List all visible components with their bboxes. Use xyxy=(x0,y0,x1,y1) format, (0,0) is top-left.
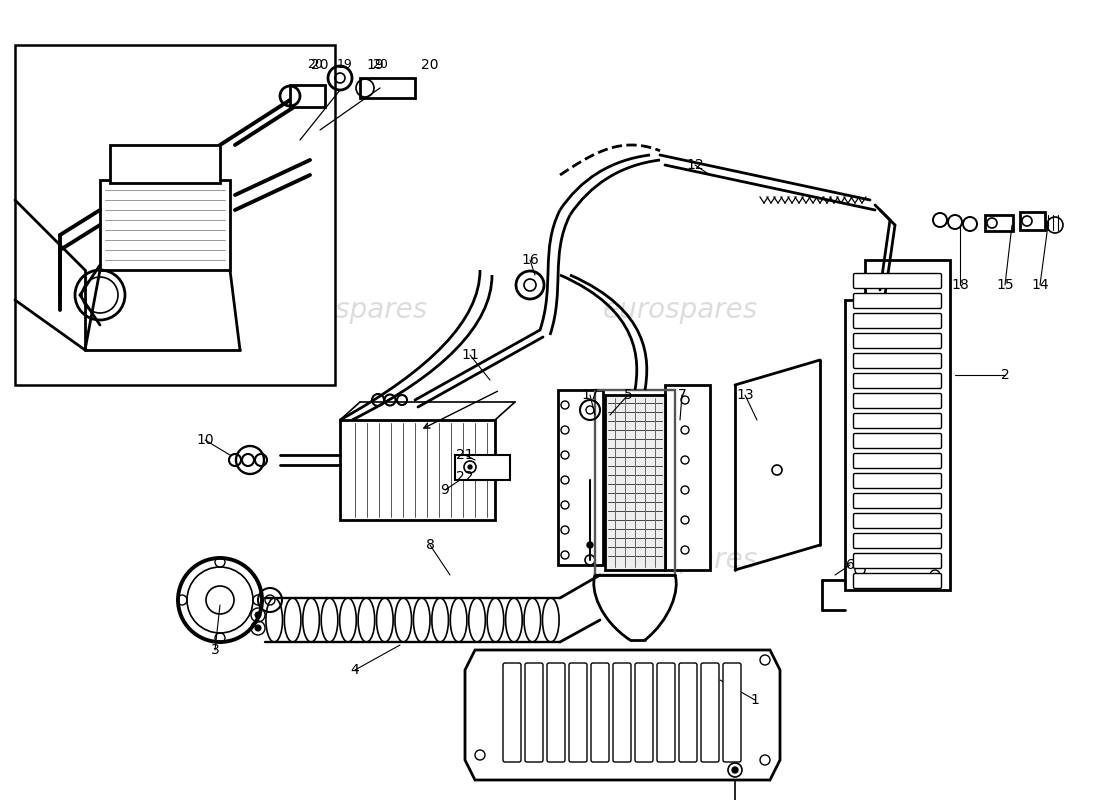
Bar xyxy=(110,145,220,183)
FancyBboxPatch shape xyxy=(854,274,942,289)
FancyBboxPatch shape xyxy=(854,494,942,509)
Text: 20: 20 xyxy=(421,58,439,72)
FancyBboxPatch shape xyxy=(854,394,942,409)
FancyBboxPatch shape xyxy=(503,663,521,762)
FancyBboxPatch shape xyxy=(854,454,942,469)
Circle shape xyxy=(587,542,593,548)
FancyBboxPatch shape xyxy=(679,663,697,762)
Text: 6: 6 xyxy=(846,558,855,572)
Text: 20: 20 xyxy=(307,58,323,71)
FancyBboxPatch shape xyxy=(854,434,942,449)
FancyBboxPatch shape xyxy=(591,663,609,762)
Circle shape xyxy=(255,625,261,631)
Text: eurospares: eurospares xyxy=(603,296,758,324)
Text: 20: 20 xyxy=(372,58,388,71)
Text: 5: 5 xyxy=(624,388,632,402)
Text: 9: 9 xyxy=(441,483,450,497)
Text: 22: 22 xyxy=(456,470,474,484)
FancyBboxPatch shape xyxy=(569,663,587,762)
Bar xyxy=(290,85,324,107)
Text: 13: 13 xyxy=(736,388,754,402)
Bar xyxy=(455,455,510,480)
Bar xyxy=(340,420,495,520)
Text: 17: 17 xyxy=(581,388,598,402)
Text: 14: 14 xyxy=(1031,278,1048,292)
Text: 18: 18 xyxy=(952,278,969,292)
FancyBboxPatch shape xyxy=(657,663,675,762)
FancyBboxPatch shape xyxy=(854,534,942,549)
Bar xyxy=(100,180,230,270)
Bar xyxy=(15,45,335,385)
Text: 20: 20 xyxy=(311,58,329,72)
FancyBboxPatch shape xyxy=(854,514,942,529)
FancyBboxPatch shape xyxy=(854,574,942,589)
Bar xyxy=(666,385,710,570)
Text: 1: 1 xyxy=(750,693,759,707)
FancyBboxPatch shape xyxy=(723,663,741,762)
Bar xyxy=(360,78,415,98)
FancyBboxPatch shape xyxy=(854,294,942,309)
FancyBboxPatch shape xyxy=(854,354,942,369)
FancyBboxPatch shape xyxy=(854,314,942,329)
Text: 19: 19 xyxy=(366,58,384,72)
FancyBboxPatch shape xyxy=(635,663,653,762)
FancyBboxPatch shape xyxy=(701,663,719,762)
Text: 2: 2 xyxy=(1001,368,1010,382)
Text: eurospares: eurospares xyxy=(603,546,758,574)
Circle shape xyxy=(468,465,472,469)
Text: eurospares: eurospares xyxy=(273,296,428,324)
Bar xyxy=(605,395,665,570)
Text: 10: 10 xyxy=(196,433,213,447)
FancyBboxPatch shape xyxy=(613,663,631,762)
Text: 21: 21 xyxy=(456,448,474,462)
Text: 8: 8 xyxy=(426,538,434,552)
FancyBboxPatch shape xyxy=(854,554,942,569)
Bar xyxy=(984,215,1013,231)
Text: 7: 7 xyxy=(678,388,686,402)
FancyBboxPatch shape xyxy=(854,414,942,429)
Text: 3: 3 xyxy=(210,643,219,657)
Text: 19: 19 xyxy=(337,58,353,71)
Text: 11: 11 xyxy=(461,348,478,362)
Text: 16: 16 xyxy=(521,253,539,267)
FancyBboxPatch shape xyxy=(854,334,942,349)
Circle shape xyxy=(732,767,738,773)
Text: 4: 4 xyxy=(351,663,360,677)
FancyBboxPatch shape xyxy=(525,663,543,762)
FancyBboxPatch shape xyxy=(854,474,942,489)
Circle shape xyxy=(255,612,261,618)
Bar xyxy=(595,390,675,575)
Text: 15: 15 xyxy=(997,278,1014,292)
FancyBboxPatch shape xyxy=(547,663,565,762)
FancyBboxPatch shape xyxy=(854,374,942,389)
Text: 12: 12 xyxy=(686,158,704,172)
Bar xyxy=(1020,212,1045,230)
Bar xyxy=(558,390,603,565)
